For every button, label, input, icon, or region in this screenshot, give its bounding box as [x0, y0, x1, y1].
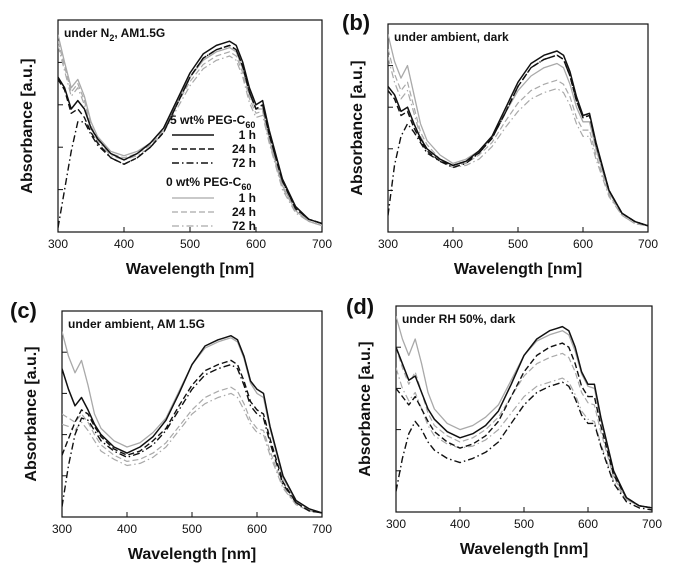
x-tick-label: 500 — [514, 517, 534, 531]
panel-b: (b) 300 400 500 600 700 Wavelength [nm] Absorba… — [342, 10, 658, 278]
x-tick-label: 700 — [638, 237, 658, 251]
series-line-0-wt-peg-c60-1-h — [58, 34, 322, 227]
legend-group-title: 5 wt% PEG-C60 — [170, 113, 255, 130]
x-tick-label: 300 — [48, 237, 68, 251]
series-line-5-wt-peg-c60-24-h — [62, 359, 322, 514]
x-tick-label: 600 — [247, 522, 267, 536]
legend-entry-label: 72 h — [232, 156, 256, 170]
y-axis-label: Absorbance [a.u.] — [19, 58, 36, 193]
panel-label: (b) — [342, 10, 370, 35]
series-line-5-wt-peg-c60-72-h — [58, 44, 322, 228]
x-axis-label: Wavelength [nm] — [460, 541, 588, 558]
plot-frame — [387, 23, 649, 233]
series-line-5-wt-peg-c60-24-h — [396, 342, 652, 509]
x-tick-label: 700 — [312, 522, 332, 536]
condition-label: under RH 50%, dark — [402, 312, 516, 326]
panel-a: 300 400 500 600 700 Wavelength [nm] Absorbance… — [19, 19, 332, 278]
series-line-5-wt-peg-c60-1-h — [388, 50, 648, 227]
x-axis-label: Wavelength [nm] — [454, 261, 582, 278]
x-tick-label: 600 — [246, 237, 266, 251]
x-tick-label: 600 — [573, 237, 593, 251]
panel-c: (c) 300 400 500 600 700 Wavelength [nm] Absorba… — [10, 298, 332, 563]
x-tick-label: 300 — [52, 522, 72, 536]
condition-label: under ambient, AM 1.5G — [68, 317, 205, 331]
legend-entry-label: 24 h — [232, 205, 256, 219]
x-tick-label: 600 — [578, 517, 598, 531]
series-line-0-wt-peg-c60-1-h — [62, 331, 322, 514]
x-axis-label: Wavelength [nm] — [126, 261, 254, 278]
series-line-5-wt-peg-c60-72-h — [396, 381, 652, 511]
panel-label: (d) — [346, 294, 374, 319]
panel-label: (c) — [10, 298, 37, 323]
x-tick-label: 700 — [312, 237, 332, 251]
x-tick-label: 400 — [450, 517, 470, 531]
x-tick-label: 400 — [117, 522, 137, 536]
series-line-0-wt-peg-c60-72-h — [62, 392, 322, 514]
x-tick-label: 500 — [508, 237, 528, 251]
x-tick-label: 300 — [386, 517, 406, 531]
condition-label: under ambient, dark — [394, 30, 509, 44]
x-tick-label: 500 — [182, 522, 202, 536]
series-line-5-wt-peg-c60-24-h — [58, 44, 322, 225]
y-axis-label: Absorbance [a.u.] — [349, 60, 366, 195]
series-line-5-wt-peg-c60-1-h — [396, 325, 652, 509]
legend-entry-label: 1 h — [239, 191, 256, 205]
series-line-0-wt-peg-c60-72-h — [388, 57, 648, 227]
legend-entry-label: 24 h — [232, 142, 256, 156]
y-axis-label: Absorbance [a.u.] — [357, 341, 374, 476]
series-line-0-wt-peg-c60-24-h — [62, 386, 322, 514]
legend-group-title: 0 wt% PEG-C60 — [166, 175, 251, 192]
panel-d: (d) 300 400 500 600 700 Wavelength [nm] Absorba… — [346, 294, 662, 558]
y-axis-label: Absorbance [a.u.] — [23, 346, 40, 481]
x-tick-label: 400 — [114, 237, 134, 251]
series-line-0-wt-peg-c60-72-h — [396, 367, 652, 509]
series-line-0-wt-peg-c60-24-h — [388, 48, 648, 227]
x-tick-label: 500 — [180, 237, 200, 251]
condition-label: under N2, AM1.5G — [64, 26, 165, 43]
series-line-5-wt-peg-c60-1-h — [58, 40, 322, 225]
series-line-0-wt-peg-c60-1-h — [396, 316, 652, 509]
x-tick-label: 400 — [443, 237, 463, 251]
legend-entry-label: 1 h — [239, 128, 256, 142]
series-line-0-wt-peg-c60-1-h — [388, 34, 648, 227]
x-tick-label: 700 — [642, 517, 662, 531]
series-line-5-wt-peg-c60-1-h — [62, 334, 322, 514]
series-line-5-wt-peg-c60-72-h — [388, 54, 648, 227]
series-line-0-wt-peg-c60-24-h — [396, 347, 652, 509]
x-axis-label: Wavelength [nm] — [128, 546, 256, 563]
series-line-0-wt-peg-c60-24-h — [58, 41, 322, 227]
series-line-5-wt-peg-c60-72-h — [62, 363, 322, 514]
x-tick-label: 300 — [378, 237, 398, 251]
legend-entry-label: 72 h — [232, 219, 256, 233]
